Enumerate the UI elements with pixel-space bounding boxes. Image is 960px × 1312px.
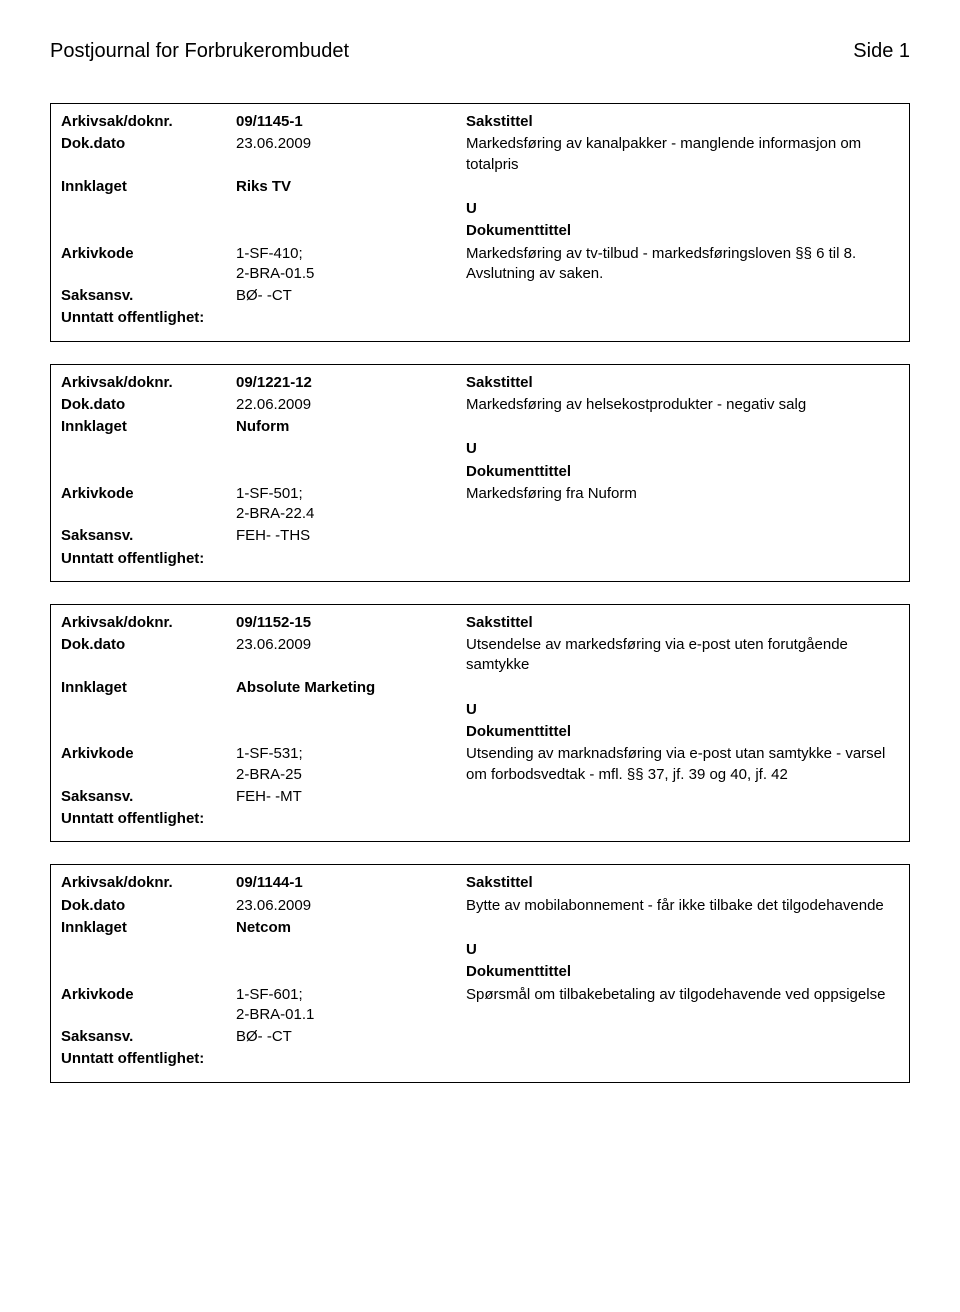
- page: Postjournal for Forbrukerombudet Side 1 …: [0, 0, 960, 1165]
- innklaget-label: Innklaget: [61, 417, 236, 437]
- arkivkode-label: Arkivkode: [61, 484, 236, 504]
- arkivkode-label: Arkivkode: [61, 744, 236, 764]
- innklaget-label: Innklaget: [61, 918, 236, 938]
- arkivkode-value: 1-SF-531;2-BRA-25: [236, 744, 466, 785]
- saksansv-label: Saksansv.: [61, 787, 236, 807]
- innklaget-value: Nuform: [236, 417, 466, 437]
- innklaget-label: Innklaget: [61, 177, 236, 197]
- page-number: Side 1: [853, 40, 910, 63]
- dokdato-label: Dok.dato: [61, 896, 236, 916]
- dokumenttittel-label: Dokumenttittel: [466, 962, 899, 982]
- dokdato-value: 22.06.2009: [236, 395, 466, 415]
- arkivkode-value: 1-SF-601;2-BRA-01.1: [236, 985, 466, 1026]
- innklaget-label: Innklaget: [61, 678, 236, 698]
- sakstittel-text: Markedsføring av helsekostprodukter - ne…: [466, 395, 899, 415]
- innklaget-value: Absolute Marketing: [236, 678, 466, 698]
- dokdato-value: 23.06.2009: [236, 635, 466, 655]
- saksansv-label: Saksansv.: [61, 286, 236, 306]
- saksansv-value: FEH- -MT: [236, 787, 466, 807]
- dokdato-label: Dok.dato: [61, 395, 236, 415]
- dokumenttittel-text: Markedsføring av tv-tilbud - markedsføri…: [466, 244, 899, 285]
- page-header: Postjournal for Forbrukerombudet Side 1: [50, 40, 910, 63]
- arkivsak-label: Arkivsak/doknr.: [61, 373, 236, 393]
- dokumenttittel-text: Markedsføring fra Nuform: [466, 484, 899, 504]
- unntatt-label: Unntatt offentlighet:: [61, 549, 204, 569]
- dokumenttittel-text: Spørsmål om tilbakebetaling av tilgodeha…: [466, 985, 899, 1005]
- record: Arkivsak/doknr.09/1221-12Sakstittel Dok.d…: [50, 364, 910, 582]
- arkivsak-value: 09/1145-1: [236, 112, 466, 132]
- sakstittel-text: Bytte av mobilabonnement - får ikke tilb…: [466, 896, 899, 916]
- arkivkode-value: 1-SF-410;2-BRA-01.5: [236, 244, 466, 285]
- record: Arkivsak/doknr.09/1145-1Sakstittel Dok.da…: [50, 103, 910, 342]
- record: Arkivsak/doknr.09/1144-1Sakstittel Dok.da…: [50, 864, 910, 1082]
- arkivsak-value: 09/1152-15: [236, 613, 466, 633]
- saksansv-label: Saksansv.: [61, 1027, 236, 1047]
- unntatt-label: Unntatt offentlighet:: [61, 809, 204, 829]
- arkivsak-value: 09/1144-1: [236, 873, 466, 893]
- arkivsak-value: 09/1221-12: [236, 373, 466, 393]
- unntatt-label: Unntatt offentlighet:: [61, 1049, 204, 1069]
- unntatt-label: Unntatt offentlighet:: [61, 308, 204, 328]
- dokdato-value: 23.06.2009: [236, 896, 466, 916]
- dokdato-value: 23.06.2009: [236, 134, 466, 154]
- saksansv-value: FEH- -THS: [236, 526, 466, 546]
- sakstittel-label: Sakstittel: [466, 373, 899, 393]
- saksansv-label: Saksansv.: [61, 526, 236, 546]
- saksansv-value: BØ- -CT: [236, 1027, 466, 1047]
- u-marker: U: [466, 199, 899, 219]
- arkivkode-label: Arkivkode: [61, 985, 236, 1005]
- arkivkode-value: 1-SF-501;2-BRA-22.4: [236, 484, 466, 525]
- record: Arkivsak/doknr.09/1152-15Sakstittel Dok.d…: [50, 604, 910, 843]
- u-marker: U: [466, 700, 899, 720]
- sakstittel-text: Utsendelse av markedsføring via e-post u…: [466, 635, 899, 676]
- innklaget-value: Netcom: [236, 918, 466, 938]
- sakstittel-label: Sakstittel: [466, 613, 899, 633]
- journal-title: Postjournal for Forbrukerombudet: [50, 40, 349, 63]
- arkivsak-label: Arkivsak/doknr.: [61, 112, 236, 132]
- dokumenttittel-label: Dokumenttittel: [466, 221, 899, 241]
- saksansv-value: BØ- -CT: [236, 286, 466, 306]
- dokdato-label: Dok.dato: [61, 635, 236, 655]
- records-container: Arkivsak/doknr.09/1145-1SakstittelDok.da…: [50, 103, 910, 1083]
- sakstittel-label: Sakstittel: [466, 873, 899, 893]
- arkivkode-label: Arkivkode: [61, 244, 236, 264]
- arkivsak-label: Arkivsak/doknr.: [61, 613, 236, 633]
- dokumenttittel-label: Dokumenttittel: [466, 462, 899, 482]
- sakstittel-label: Sakstittel: [466, 112, 899, 132]
- u-marker: U: [466, 940, 899, 960]
- arkivsak-label: Arkivsak/doknr.: [61, 873, 236, 893]
- dokdato-label: Dok.dato: [61, 134, 236, 154]
- dokumenttittel-label: Dokumenttittel: [466, 722, 899, 742]
- u-marker: U: [466, 439, 899, 459]
- innklaget-value: Riks TV: [236, 177, 466, 197]
- dokumenttittel-text: Utsending av marknadsføring via e-post u…: [466, 744, 899, 785]
- sakstittel-text: Markedsføring av kanalpakker - manglende…: [466, 134, 899, 175]
